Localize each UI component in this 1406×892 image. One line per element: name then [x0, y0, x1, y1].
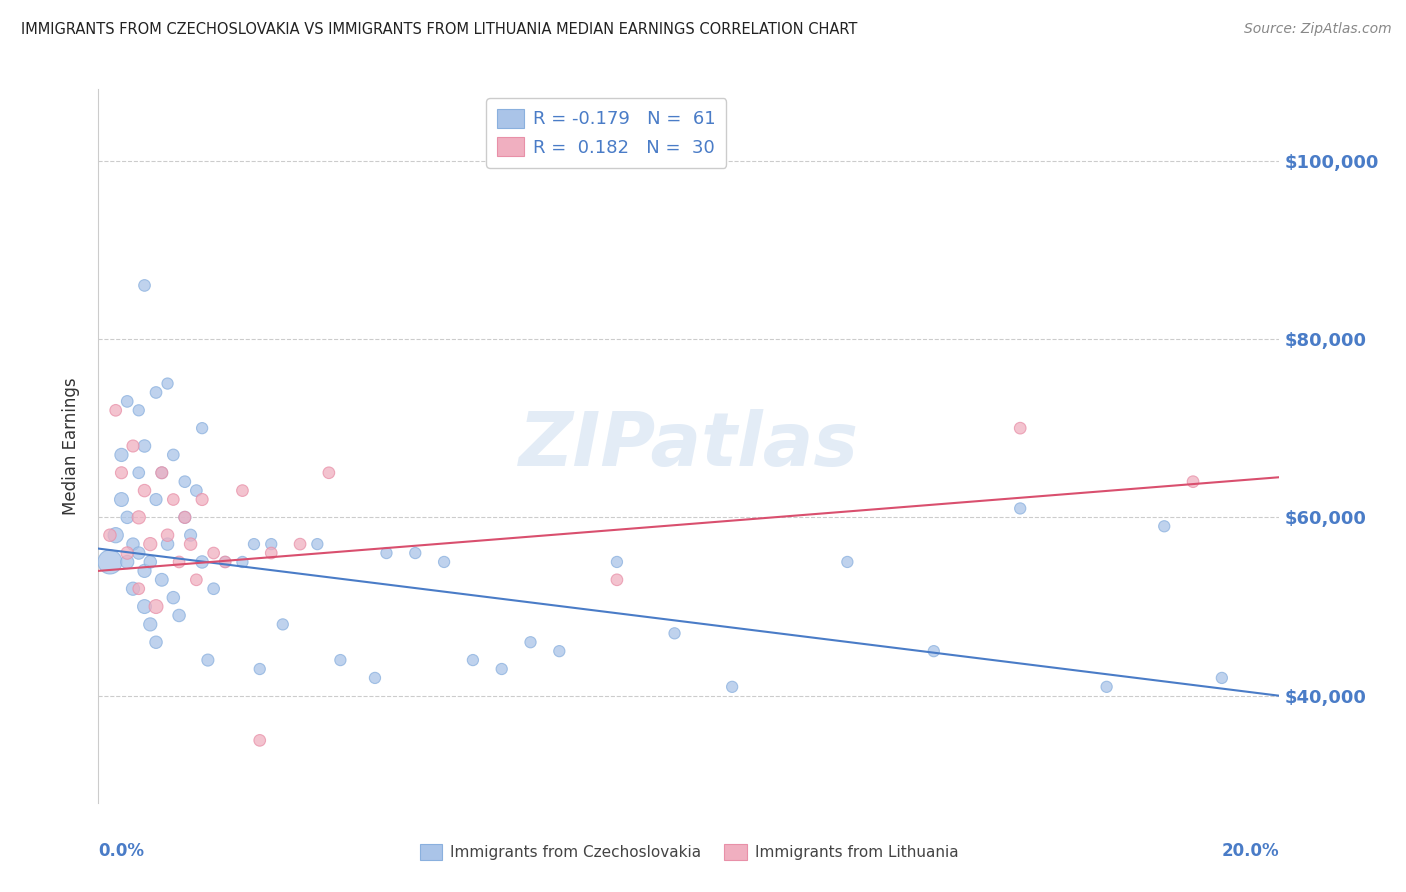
Point: [150, 466, 173, 480]
Point: [98, 555, 121, 569]
Text: ZIPatlas: ZIPatlas: [519, 409, 859, 483]
Point: [128, 546, 150, 560]
Point: [231, 483, 253, 498]
Point: [922, 644, 945, 658]
Point: [1010, 421, 1032, 435]
Point: [180, 528, 202, 542]
Point: [260, 546, 283, 560]
Point: [191, 492, 214, 507]
Point: [202, 546, 225, 560]
Point: [145, 635, 167, 649]
Point: [1153, 519, 1175, 533]
Point: [115, 394, 138, 409]
Text: 0.0%: 0.0%: [98, 842, 145, 860]
Text: 20.0%: 20.0%: [1222, 842, 1279, 860]
Point: [156, 376, 179, 391]
Point: [167, 555, 190, 569]
Point: [156, 537, 179, 551]
Point: [150, 466, 173, 480]
Text: IMMIGRANTS FROM CZECHOSLOVAKIA VS IMMIGRANTS FROM LITHUANIA MEDIAN EARNINGS CORR: IMMIGRANTS FROM CZECHOSLOVAKIA VS IMMIGR…: [21, 22, 858, 37]
Point: [128, 582, 150, 596]
Point: [433, 555, 456, 569]
Point: [519, 635, 541, 649]
Point: [606, 573, 628, 587]
Point: [318, 466, 340, 480]
Point: [288, 537, 311, 551]
Point: [364, 671, 387, 685]
Point: [128, 510, 150, 524]
Point: [375, 546, 398, 560]
Point: [191, 421, 214, 435]
Point: [150, 573, 173, 587]
Point: [145, 385, 167, 400]
Point: [139, 617, 162, 632]
Point: [173, 510, 195, 524]
Point: [664, 626, 686, 640]
Point: [162, 591, 184, 605]
Point: [173, 475, 195, 489]
Point: [191, 555, 214, 569]
Point: [122, 582, 145, 596]
Point: [145, 492, 167, 507]
Point: [404, 546, 426, 560]
Text: Source: ZipAtlas.com: Source: ZipAtlas.com: [1244, 22, 1392, 37]
Point: [122, 537, 145, 551]
Point: [104, 528, 127, 542]
Y-axis label: Median Earnings: Median Earnings: [62, 377, 80, 515]
Point: [134, 278, 156, 293]
Point: [186, 483, 208, 498]
Point: [197, 653, 219, 667]
Point: [461, 653, 484, 667]
Point: [104, 403, 127, 417]
Point: [156, 528, 179, 542]
Point: [307, 537, 329, 551]
Point: [837, 555, 859, 569]
Point: [231, 555, 253, 569]
Point: [139, 537, 162, 551]
Point: [1095, 680, 1118, 694]
Point: [115, 546, 138, 560]
Point: [134, 483, 156, 498]
Point: [186, 573, 208, 587]
Point: [249, 733, 271, 747]
Point: [180, 537, 202, 551]
Point: [202, 582, 225, 596]
Point: [162, 492, 184, 507]
Point: [271, 617, 294, 632]
Point: [134, 439, 156, 453]
Point: [98, 528, 121, 542]
Point: [243, 537, 266, 551]
Point: [115, 510, 138, 524]
Point: [1211, 671, 1233, 685]
Point: [162, 448, 184, 462]
Point: [134, 564, 156, 578]
Point: [128, 466, 150, 480]
Point: [606, 555, 628, 569]
Point: [110, 492, 132, 507]
Point: [214, 555, 236, 569]
Point: [110, 448, 132, 462]
Point: [249, 662, 271, 676]
Point: [548, 644, 571, 658]
Point: [122, 439, 145, 453]
Point: [260, 537, 283, 551]
Point: [167, 608, 190, 623]
Point: [145, 599, 167, 614]
Point: [115, 555, 138, 569]
Legend: Immigrants from Czechoslovakia, Immigrants from Lithuania: Immigrants from Czechoslovakia, Immigran…: [413, 838, 965, 866]
Point: [128, 403, 150, 417]
Point: [110, 466, 132, 480]
Point: [721, 680, 744, 694]
Point: [1182, 475, 1205, 489]
Point: [173, 510, 195, 524]
Point: [1010, 501, 1032, 516]
Point: [139, 555, 162, 569]
Point: [329, 653, 352, 667]
Point: [134, 599, 156, 614]
Point: [491, 662, 513, 676]
Point: [214, 555, 236, 569]
